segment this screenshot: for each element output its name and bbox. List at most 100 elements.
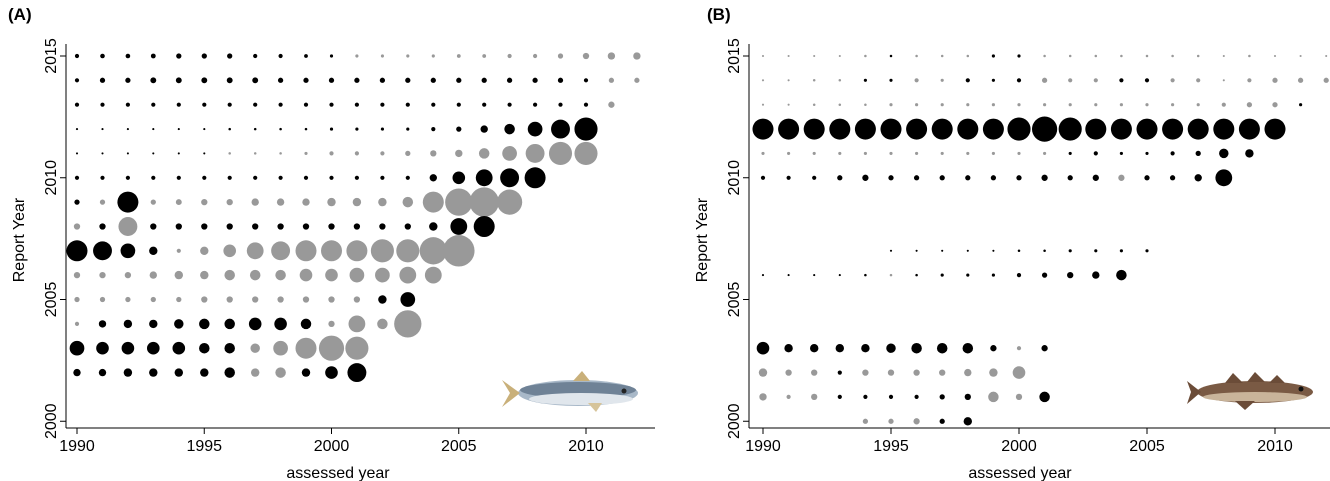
bubble-point [502,146,517,161]
bubble-point [379,223,386,230]
bubble-point [889,151,893,155]
bubble-point [469,187,499,217]
bubble-point [863,151,867,155]
bubble-point [914,78,919,83]
bubble-point [1246,102,1253,108]
bubble-point [915,103,919,107]
bubble-point [497,189,523,215]
bubble-point [253,102,258,107]
bubble-point [480,125,488,133]
bubble-point [1119,78,1124,83]
bubble-point [151,102,156,107]
bubble-point [1041,174,1048,181]
bubble-point [227,175,232,180]
bubble-point [253,127,257,131]
panel-a-y-title: Report Year [11,197,28,282]
bubble-point [443,235,475,267]
panel-b-x-title: assessed year [968,465,1072,481]
bubble-point [430,77,436,83]
bubble-point [913,369,920,376]
bubble-point [991,273,995,277]
bubble-point [864,54,867,58]
bubble-point [74,296,80,303]
bubble-point [1144,175,1150,181]
panel-b-x-ticks: 1990 1995 2000 2005 2010 [745,428,1293,455]
bubble-point [177,128,180,131]
bubble-point [405,102,410,107]
bubble-point [1110,118,1132,140]
bubble-point [939,418,945,424]
bubble-point [295,337,317,359]
bubble-point [405,175,410,180]
bubble-point [911,342,922,354]
panel-b-label: (B) [707,5,731,24]
bubble-point [1012,366,1026,379]
bubble-point [431,127,436,132]
bubble-point [964,368,972,377]
panel-a-y-ticks: 2000 2005 2010 2015 [43,38,66,439]
bubble-point [1196,54,1200,58]
bubble-point [583,78,589,83]
bubble-point [811,393,818,401]
bubble-point [992,249,995,252]
bubble-point [406,127,410,131]
bubble-point [125,102,130,107]
bubble-point [125,175,130,180]
bubble-point [1162,118,1184,140]
bubble-point [226,296,233,303]
panel-b-y-title: Report Year [694,197,711,282]
bubble-point [880,118,902,140]
herring-fish-icon [502,371,638,412]
bubble-point [201,198,208,206]
bubble-point [889,249,893,252]
bubble-point [1068,78,1073,83]
bubble-point [557,77,564,83]
bubble-point [752,118,774,140]
bubble-point [964,393,971,401]
bubble-point [1238,118,1260,140]
bubble-point [1215,169,1233,187]
bubble-point [966,151,970,155]
bubble-point [321,240,342,262]
bubble-point [787,79,790,82]
bubble-point [329,151,334,156]
bubble-point [456,102,461,107]
bubble-point [200,270,209,280]
bubble-point [1032,116,1058,142]
bubble-point [405,150,411,157]
bubble-point [380,151,385,156]
bubble-point [304,151,308,155]
bubble-point [527,121,543,137]
bubble-point [199,318,210,330]
bubble-point [152,128,155,131]
bubble-point [325,268,338,282]
bubble-point [99,271,106,279]
x-tick-label: 2010 [1257,438,1293,455]
bubble-point [533,53,538,59]
bubble-point [862,174,869,181]
bubble-point [1323,77,1329,83]
bubble-point [348,315,366,333]
bubble-point [914,394,919,399]
bubble-point [829,118,851,140]
bubble-point [1194,174,1202,182]
bubble-point [1067,271,1074,279]
bubble-point [990,175,997,181]
bubble-point [100,53,105,59]
bubble-point [150,77,157,84]
bubble-point [886,343,896,353]
bubble-point [277,77,284,83]
bubble-point [327,197,336,207]
bubble-point [302,198,310,206]
bubble-point [295,240,317,262]
y-tick-label: 2010 [726,160,743,196]
bubble-point [758,368,768,377]
bubble-point [500,168,520,188]
bubble-point [150,223,157,230]
bubble-point [533,102,538,107]
bubble-point [380,127,384,131]
bubble-point [838,151,842,155]
bubble-point [74,53,80,59]
bubble-point [1007,117,1031,141]
